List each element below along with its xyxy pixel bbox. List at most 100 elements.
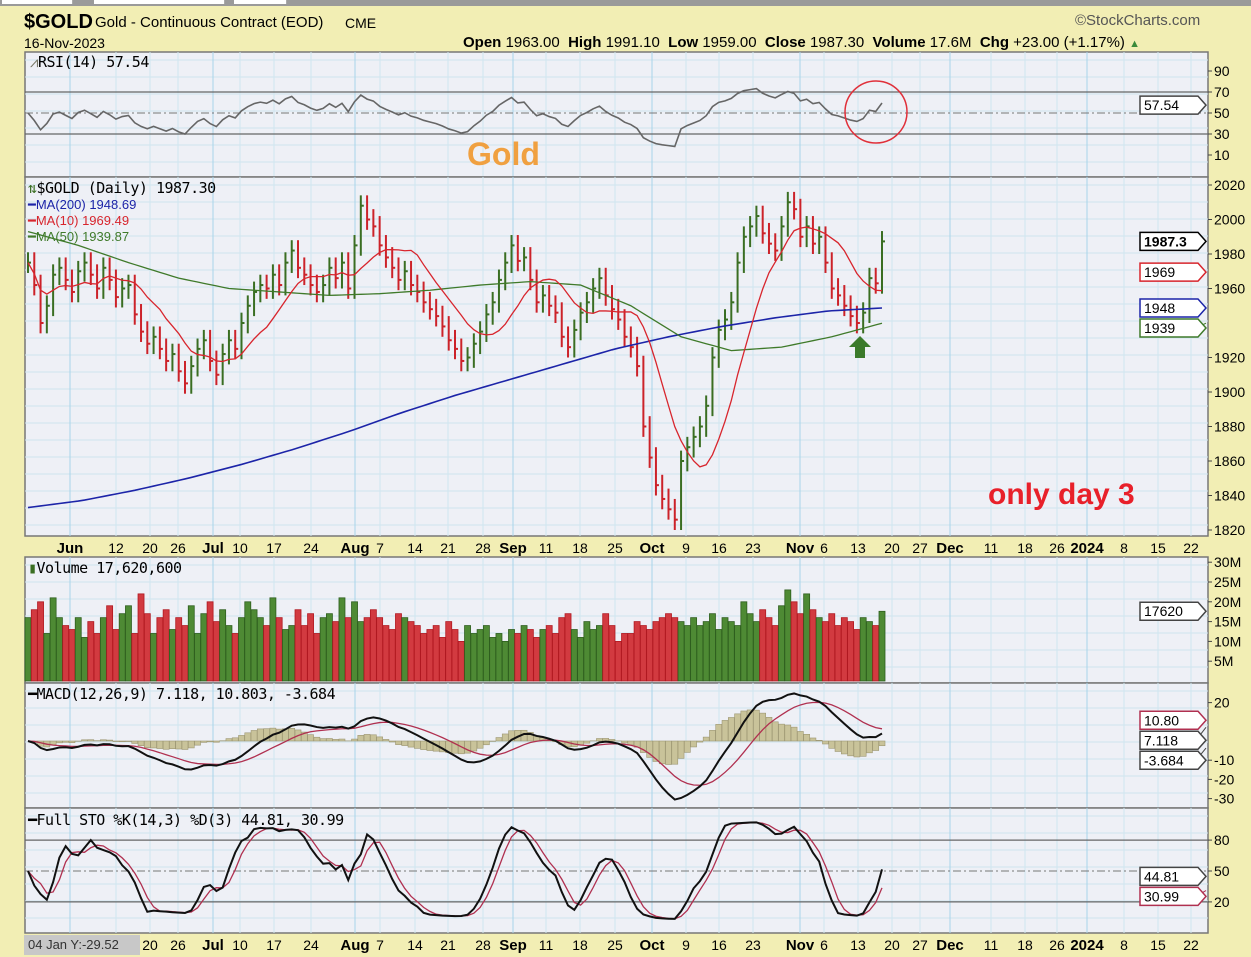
price-tag [1139,866,1208,887]
y-tick-label: 30 [1214,126,1230,142]
volume-bar [872,625,880,682]
macd-histogram-bar [602,738,610,742]
volume-bar [746,613,754,682]
volume-bar [432,625,440,682]
x-tick-label: 28 [475,540,491,556]
volume-bar [238,617,245,682]
volume-bar [219,609,227,682]
x-tick-label: 9 [682,937,690,953]
volume-bar [464,625,471,682]
y-tick-label: 10M [1214,633,1241,649]
tab[interactable] [2,0,73,4]
price-tag-label: 10.80 [1144,712,1179,728]
macd-histogram-bar [727,717,735,742]
y-tick-label: 20M [1214,594,1241,610]
volume-bar [558,617,566,682]
close-value: 1987.30 [809,34,865,51]
volume-bar [696,625,704,682]
price-tag-label: 30.99 [1144,888,1179,904]
volume-bar [552,633,559,682]
x-tick-label: 20 [142,540,158,556]
x-tick-label: 13 [850,540,866,556]
volume-bar [815,617,823,682]
y-tick-label: 1840 [1214,488,1245,504]
volume-bar [300,625,308,682]
macd-histogram-bar [709,730,716,742]
volume-bar [420,633,428,682]
volume-bar [727,621,735,682]
volume-bar [37,601,44,682]
x-tick-label: 6 [820,540,828,556]
x-tick-label: 16 [711,937,727,953]
macd-histogram-bar [144,740,151,748]
macd-histogram-bar [803,733,810,742]
x-tick-label: 20 [884,937,900,953]
tab[interactable] [94,0,225,4]
y-tick-label: 50 [1214,105,1230,121]
x-tick-label: Dec [936,540,964,557]
macd-histogram-bar [790,726,798,742]
volume-bar [326,613,333,682]
volume-bar [49,597,57,682]
volume-bar [589,629,597,682]
sto-line-swatch: ━ [28,811,37,829]
ma50-label: MA(50) [35,229,79,244]
volume-bar [577,637,584,682]
x-tick-label: 2024 [1070,540,1104,557]
ma50-value: 1939.87 [82,229,130,244]
y-tick-label: 5M [1214,653,1233,669]
x-tick-label: 11 [539,937,554,953]
macd-title: MACD(12,26,9) 7.118, 10.803, -3.684 [36,685,336,703]
macd-histogram-bar [181,740,189,750]
rsi-icon: ⩘ [30,53,38,71]
x-tick-label: 24 [303,937,319,953]
price-tag [1139,231,1208,252]
volume-bar [834,625,842,682]
volume-bar [627,633,635,682]
x-tick-label: 26 [170,540,186,556]
open-label: Open [463,34,502,51]
macd-histogram-bar [583,740,591,744]
macd-histogram-bar [797,731,804,742]
x-tick-label: 9 [682,540,690,556]
volume-bar [803,593,811,682]
price-tag-label: 44.81 [1144,868,1179,884]
macd-histogram-bar [608,739,616,742]
volume-bar [489,637,497,682]
macd-histogram-bar [765,717,773,742]
x-tick-label: Nov [786,937,815,954]
volume-bar [225,625,233,682]
macd-histogram-bar [878,740,886,747]
macd-histogram-bar [81,739,88,742]
price-tag [1139,262,1208,282]
tab[interactable] [234,0,287,4]
macd-histogram-bar [357,735,365,742]
price-legend: ⇅$GOLD (Daily) 1987.30 [28,179,216,197]
macd-histogram-bar [470,740,478,752]
volume-bar [307,613,314,682]
volume-bar [646,629,654,682]
volume-bar [81,637,88,682]
x-tick-label: 21 [440,540,456,556]
macd-histogram-bar [658,740,666,765]
volume-bar [501,641,509,682]
macd-histogram-bar [859,740,867,757]
stockcharts-copyright[interactable]: ©StockCharts.com [1075,12,1201,29]
price-tag [1139,886,1208,907]
x-tick-label: Jul [202,540,224,557]
macd-histogram-bar [307,734,314,742]
macd-histogram-bar [62,740,69,743]
volume-bar [137,593,145,682]
highlight-circle [844,80,908,144]
macd-histogram-bar [137,740,145,746]
volume-bar [847,621,855,682]
volume-bar [344,617,352,682]
volume-bar [457,641,465,682]
volume-bar [608,625,616,682]
volume-bar [784,589,792,682]
exchange: CME [345,15,377,31]
volume-bar [520,625,528,682]
macd-histogram-bar [778,723,785,742]
volume-bar [43,633,51,682]
